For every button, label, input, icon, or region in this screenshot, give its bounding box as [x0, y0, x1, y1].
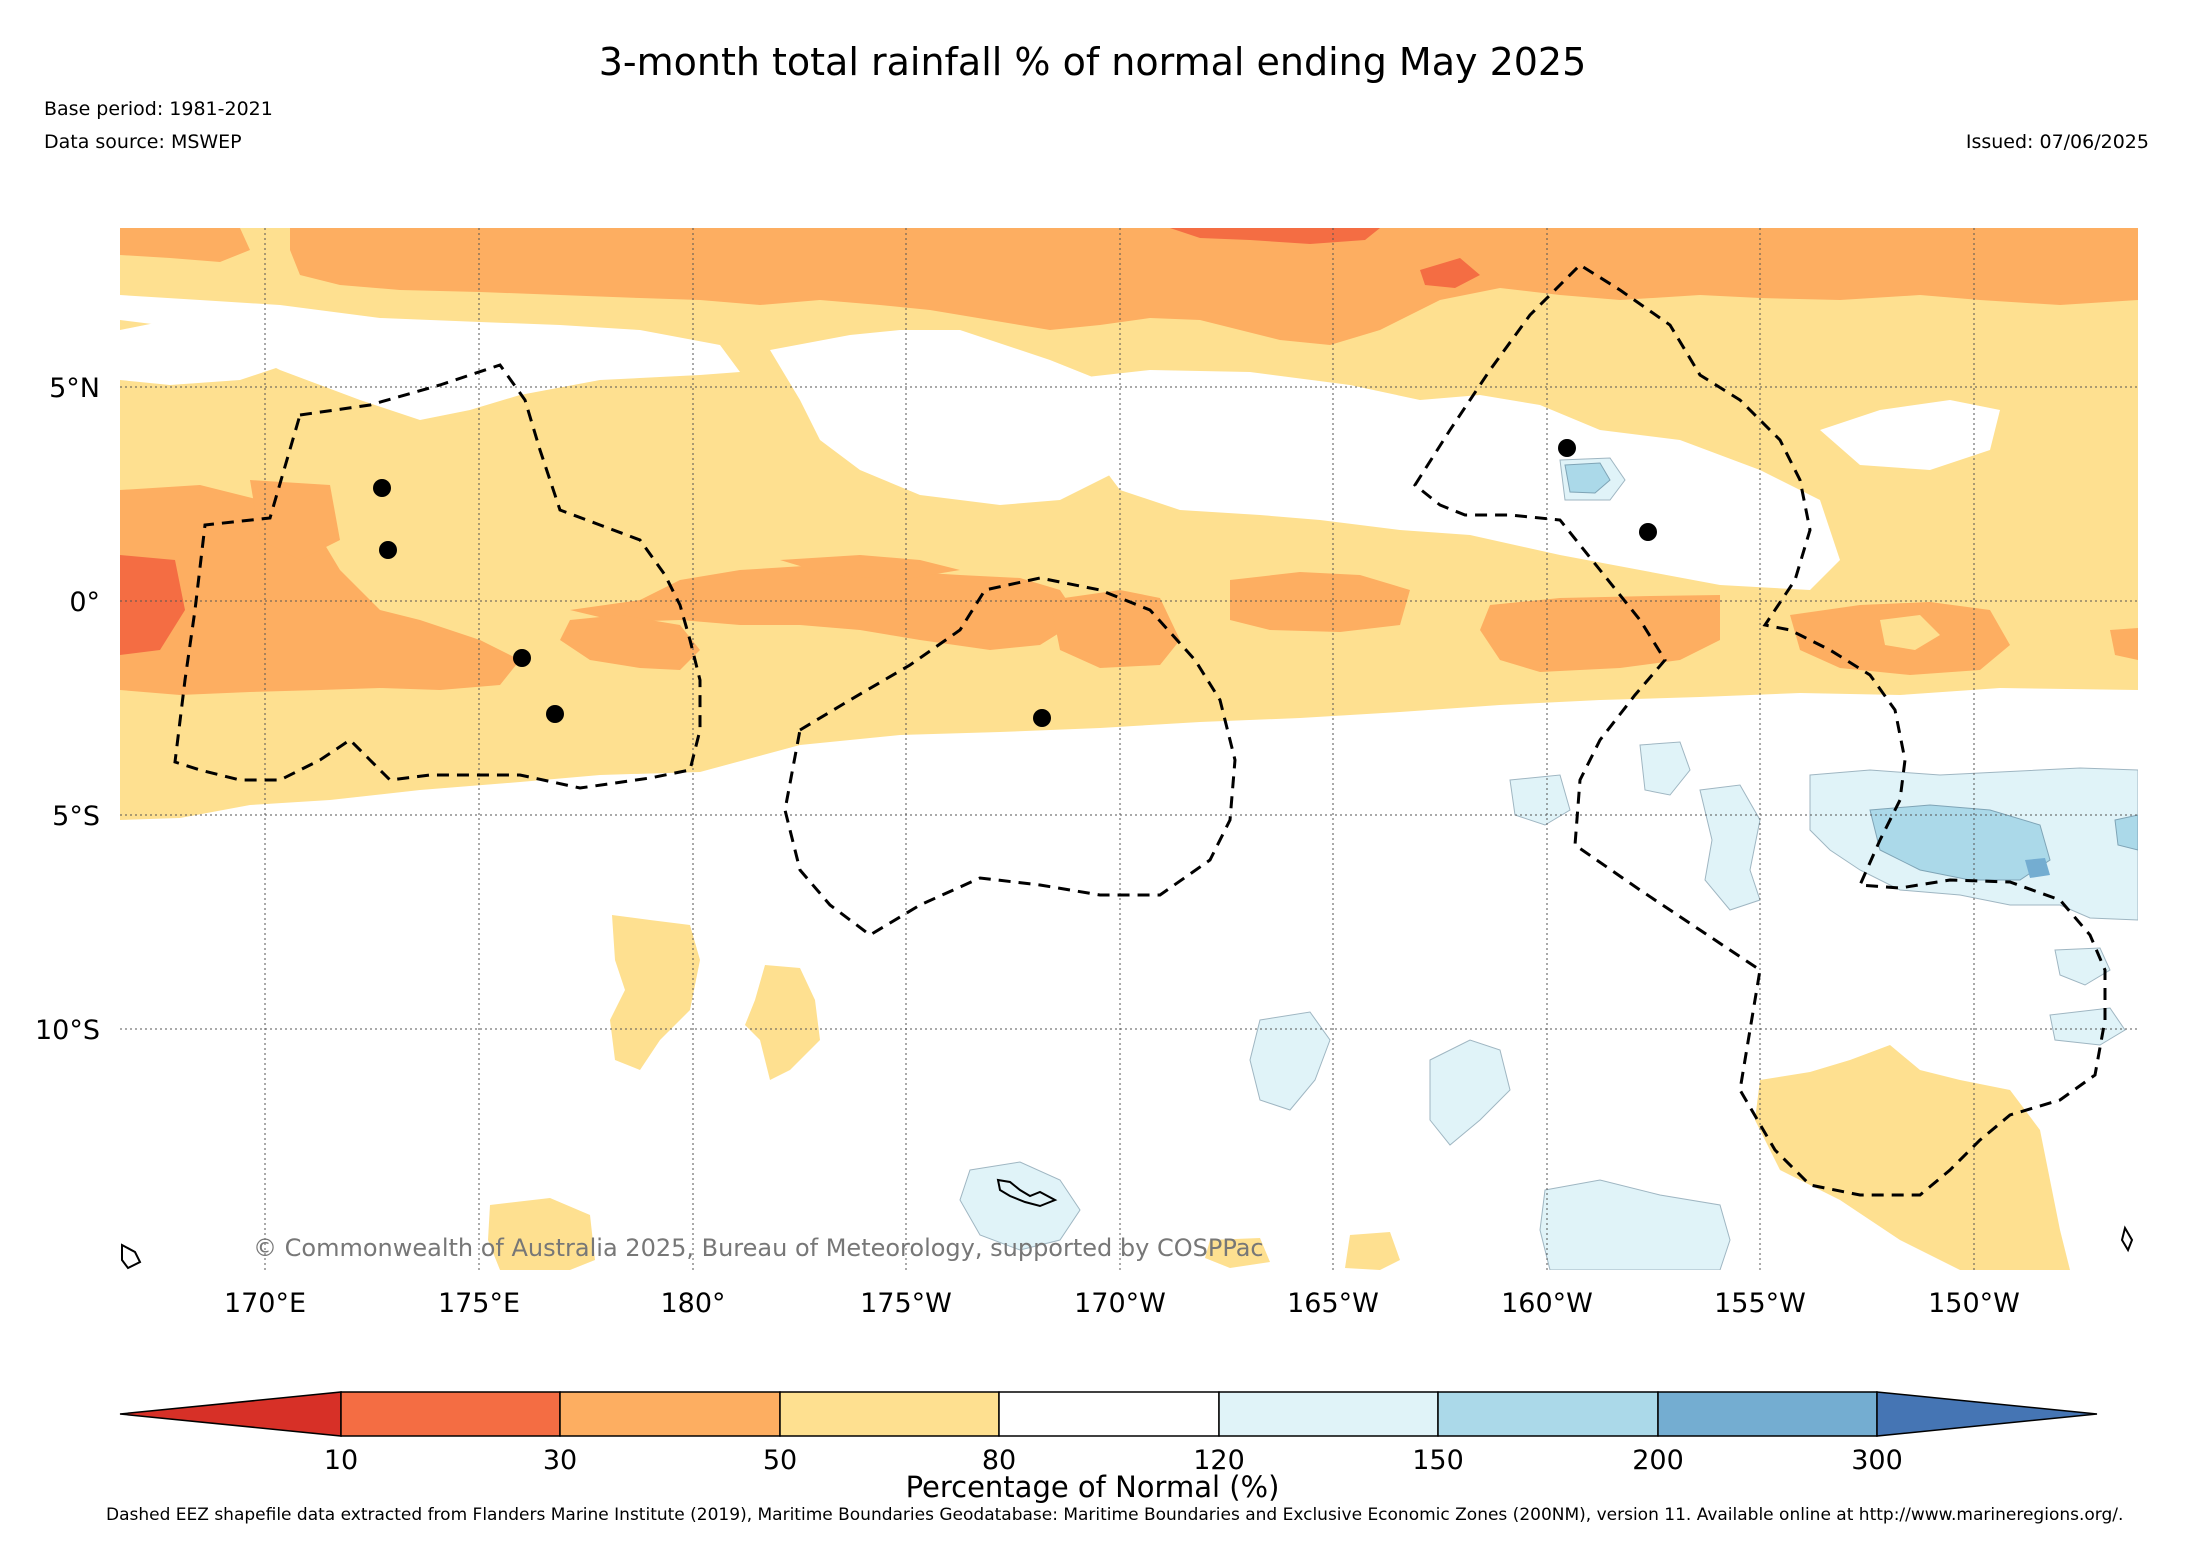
island-marker — [546, 705, 564, 723]
x-tick-label: 160°W — [1501, 1288, 1593, 1319]
colorbar — [119, 1391, 2098, 1437]
eez-tokelau — [783, 576, 1237, 937]
x-tick-label: 180° — [660, 1288, 725, 1319]
eez-kiribati-gilberts — [173, 363, 702, 790]
colorbar-tick-label: 50 — [763, 1445, 797, 1476]
x-tick-label: 175°E — [438, 1288, 520, 1319]
rainfall-band-120-150 — [1249, 1011, 1331, 1111]
coastline — [2120, 1225, 2134, 1253]
rainfall-band-80-120-north — [770, 330, 1130, 505]
rainfall-band-120-150 — [1639, 741, 1691, 796]
rainfall-band-120-150 — [959, 1161, 1081, 1251]
island-markers — [373, 439, 1657, 727]
rainfall-band-30-50 — [290, 228, 2138, 345]
island-marker — [1033, 709, 1051, 727]
rainfall-band-30-50 — [250, 480, 340, 560]
colorbar-tick-label: 30 — [543, 1445, 577, 1476]
rainfall-field — [120, 228, 2138, 1270]
coastline-samoa — [996, 1178, 1058, 1208]
rainfall-band-50-80 — [488, 1198, 595, 1270]
y-tick-label: 5°N — [49, 373, 100, 404]
island-marker — [1558, 439, 1576, 457]
rainfall-band-10-30 — [1170, 228, 1380, 244]
rainfall-band-50-80 — [1345, 1232, 1400, 1270]
island-marker — [513, 649, 531, 667]
colorbar-tick-label: 200 — [1632, 1445, 1684, 1476]
island-marker — [373, 479, 391, 497]
data-source-label: Data source: MSWEP — [44, 131, 242, 153]
colorbar-segment — [1437, 1391, 1659, 1437]
issued-date-label: Issued: 07/06/2025 — [1965, 131, 2149, 153]
rainfall-band-10-30 — [120, 555, 185, 655]
x-tick-label: 175°W — [860, 1288, 952, 1319]
x-axis-ticks: 170°E 175°E 180° 175°W 170°W 165°W 160°W… — [224, 1288, 2020, 1319]
rainfall-band-80-120-north — [120, 295, 740, 420]
rainfall-band-30-50 — [780, 555, 960, 580]
colorbar-tick-label: 300 — [1851, 1445, 1903, 1476]
rainfall-band-50-80 — [1205, 1238, 1270, 1268]
colorbar-segment — [1218, 1391, 1439, 1437]
coastline — [121, 1243, 142, 1270]
rainfall-band-120-150 — [1429, 1039, 1511, 1146]
island-marker — [379, 541, 397, 559]
x-tick-label: 150°W — [1928, 1288, 2020, 1319]
y-tick-label: 5°S — [52, 801, 100, 832]
colorbar-segment — [998, 1391, 1220, 1437]
rainfall-band-50-80 — [745, 965, 820, 1080]
map-gridlines — [120, 228, 2138, 1270]
x-tick-label: 170°W — [1074, 1288, 1166, 1319]
rainfall-band-10-30 — [1420, 258, 1480, 288]
colorbar-tick-label: 150 — [1412, 1445, 1464, 1476]
colorbar-ticks: 10 30 50 80 120 150 200 300 — [324, 1445, 1903, 1476]
eez-boundaries — [173, 263, 2107, 1197]
rainfall-band-30-50 — [120, 485, 520, 695]
rainfall-band-120-150 — [2054, 947, 2111, 986]
island-marker — [1639, 523, 1657, 541]
rainfall-band-50-80 — [610, 915, 700, 1070]
colorbar-segment — [1657, 1391, 1878, 1437]
y-tick-label: 10°S — [35, 1015, 100, 1046]
colorbar-segment — [559, 1391, 781, 1437]
map-title: 3-month total rainfall % of normal endin… — [598, 40, 1587, 84]
rainfall-band-30-50 — [2110, 628, 2138, 660]
base-period-label: Base period: 1981-2021 — [44, 98, 273, 120]
colorbar-segment — [779, 1391, 1000, 1437]
rainfall-band-50-80 — [1880, 615, 1940, 650]
colorbar-extend-low — [119, 1391, 342, 1437]
colorbar-tick-label: 10 — [324, 1445, 358, 1476]
coastlines — [121, 1178, 2134, 1270]
rainfall-band-80-120-north — [1820, 400, 2000, 470]
x-tick-label: 170°E — [224, 1288, 306, 1319]
rainfall-band-30-50 — [120, 228, 250, 262]
colorbar-tick-label: 120 — [1193, 1445, 1245, 1476]
rainfall-band-120-150 — [1539, 1179, 1731, 1270]
rainfall-band-150-200 — [2114, 814, 2138, 851]
footer-note: Dashed EEZ shapefile data extracted from… — [106, 1505, 2124, 1525]
rainfall-band-120-150 — [1509, 774, 1571, 826]
colorbar-segment — [340, 1391, 561, 1437]
colorbar-extend-high — [1876, 1391, 2098, 1437]
rainfall-band-30-50 — [570, 565, 1080, 650]
y-tick-label: 0° — [69, 587, 100, 618]
eez-cook-islands-line — [1413, 263, 2107, 1197]
colorbar-tick-label: 80 — [982, 1445, 1016, 1476]
rainfall-band-80-120-north — [120, 320, 300, 385]
rainfall-band-30-50 — [560, 615, 700, 670]
y-axis-ticks: 5°N 0° 5°S 10°S — [35, 373, 100, 1046]
rainfall-band-50-80 — [1755, 1045, 2070, 1270]
x-tick-label: 155°W — [1714, 1288, 1806, 1319]
x-tick-label: 165°W — [1287, 1288, 1379, 1319]
copyright-watermark: © Commonwealth of Australia 2025, Bureau… — [253, 1234, 1264, 1262]
rainfall-band-80-120-south — [120, 688, 2138, 1270]
colorbar-label: Percentage of Normal (%) — [905, 1470, 1280, 1504]
rainfall-band-30-50 — [1230, 572, 1410, 632]
rainfall-band-200-300 — [2025, 858, 2050, 878]
rainfall-band-150-200 — [1564, 462, 1611, 494]
